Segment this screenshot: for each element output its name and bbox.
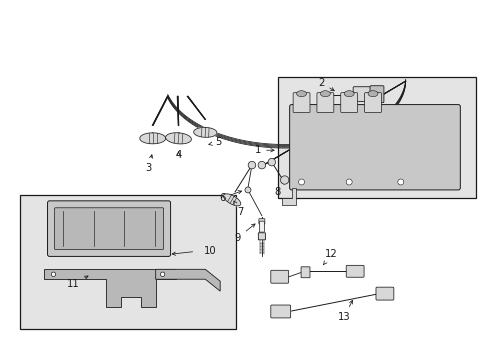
- Circle shape: [397, 179, 403, 185]
- Text: 8: 8: [274, 181, 284, 197]
- Text: 9: 9: [234, 224, 255, 243]
- FancyBboxPatch shape: [289, 105, 459, 190]
- FancyBboxPatch shape: [259, 221, 264, 232]
- Polygon shape: [193, 127, 217, 137]
- Ellipse shape: [296, 91, 306, 96]
- FancyBboxPatch shape: [316, 93, 333, 113]
- Polygon shape: [223, 194, 240, 206]
- Text: 3: 3: [145, 155, 152, 173]
- FancyBboxPatch shape: [346, 265, 364, 277]
- FancyBboxPatch shape: [277, 77, 475, 198]
- Ellipse shape: [320, 91, 330, 96]
- Circle shape: [346, 179, 351, 185]
- FancyBboxPatch shape: [270, 270, 288, 283]
- Text: 4: 4: [175, 150, 181, 160]
- FancyBboxPatch shape: [258, 233, 265, 240]
- Circle shape: [298, 179, 304, 185]
- Text: 11: 11: [67, 276, 88, 289]
- FancyBboxPatch shape: [258, 219, 264, 224]
- Text: 1: 1: [254, 145, 274, 155]
- Text: 10: 10: [203, 247, 216, 256]
- Circle shape: [267, 158, 275, 166]
- FancyBboxPatch shape: [54, 208, 163, 249]
- Ellipse shape: [344, 91, 353, 96]
- FancyBboxPatch shape: [340, 93, 357, 113]
- FancyBboxPatch shape: [301, 267, 309, 278]
- FancyBboxPatch shape: [369, 86, 383, 103]
- Polygon shape: [165, 133, 191, 144]
- Polygon shape: [43, 269, 175, 307]
- Text: 12: 12: [323, 249, 337, 265]
- Ellipse shape: [367, 91, 377, 96]
- Polygon shape: [281, 188, 295, 205]
- Circle shape: [280, 176, 288, 184]
- Circle shape: [248, 161, 255, 169]
- FancyBboxPatch shape: [47, 201, 170, 256]
- FancyBboxPatch shape: [270, 305, 290, 318]
- FancyBboxPatch shape: [292, 93, 309, 113]
- Text: 2: 2: [318, 78, 333, 91]
- Circle shape: [51, 272, 56, 276]
- Text: 13: 13: [337, 300, 352, 322]
- FancyBboxPatch shape: [375, 287, 393, 300]
- Text: 6: 6: [219, 191, 241, 203]
- Polygon shape: [155, 269, 220, 291]
- Circle shape: [160, 272, 164, 276]
- FancyBboxPatch shape: [20, 195, 236, 329]
- FancyBboxPatch shape: [352, 87, 372, 102]
- Text: 7: 7: [233, 201, 243, 217]
- Polygon shape: [140, 133, 165, 144]
- FancyBboxPatch shape: [364, 93, 381, 113]
- Text: 5: 5: [208, 137, 221, 147]
- Circle shape: [258, 161, 265, 169]
- Circle shape: [244, 187, 250, 193]
